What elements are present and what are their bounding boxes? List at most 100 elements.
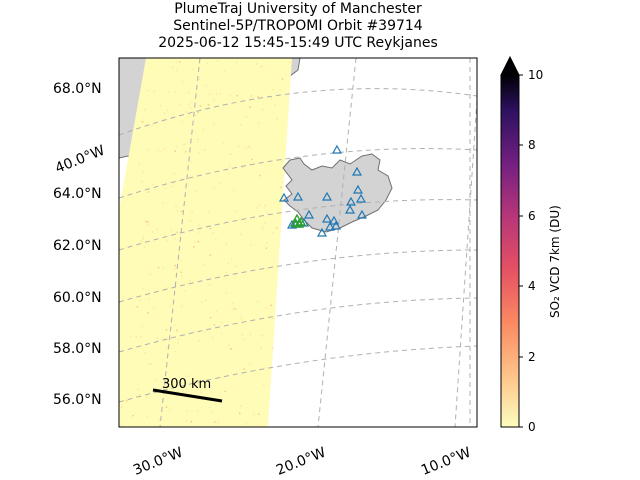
swath-pixel: [170, 229, 172, 232]
swath-pixel: [138, 163, 140, 166]
swath-pixel: [256, 207, 258, 209]
swath-pixel: [253, 413, 255, 415]
swath-pixel: [198, 78, 200, 81]
swath-pixel: [217, 60, 219, 62]
swath-pixel: [195, 190, 198, 192]
swath-pixel: [276, 118, 278, 120]
swath-pixel: [166, 109, 168, 112]
swath-pixel: [190, 420, 193, 423]
swath-pixel: [250, 94, 252, 97]
swath-pixel: [143, 246, 146, 248]
swath-pixel: [189, 280, 191, 282]
swath-pixel: [184, 143, 186, 145]
swath-pixel: [209, 284, 211, 286]
swath-pixel: [200, 301, 203, 303]
active-volcano-marker: [295, 216, 307, 226]
swath-pixel: [142, 236, 145, 238]
swath-pixel: [151, 124, 153, 126]
swath-pixel: [213, 324, 216, 326]
swath-pixel: [243, 338, 245, 341]
swath-pixel: [145, 220, 147, 223]
swath-pixel: [152, 307, 155, 309]
swath-pixel: [204, 388, 206, 391]
colorbar-tick-4: 4: [528, 279, 536, 293]
swath-pixel: [235, 265, 237, 268]
swath-pixel: [167, 91, 169, 93]
swath-pixel: [241, 334, 244, 336]
swath-pixel: [156, 228, 159, 231]
swath-pixel: [206, 62, 208, 65]
swath-pixel: [239, 124, 242, 126]
swath-pixel: [147, 191, 150, 193]
swath-pixel: [261, 65, 263, 68]
swath-pixel: [166, 346, 168, 349]
swath-pixel: [180, 305, 183, 307]
swath-pixel: [264, 222, 266, 224]
swath-pixel: [248, 145, 250, 147]
swath-pixel: [236, 95, 238, 97]
swath-pixel: [157, 266, 160, 269]
satellite-swath: [119, 58, 292, 427]
swath-pixel: [188, 92, 190, 94]
swath-pixel: [139, 336, 142, 338]
swath-pixel: [186, 410, 188, 413]
swath-pixel: [210, 411, 213, 413]
volcano-marker: [321, 213, 333, 223]
swath-pixel: [245, 423, 248, 425]
volcano-marker: [344, 204, 356, 214]
swath-pixel: [175, 205, 177, 207]
swath-pixel: [274, 103, 276, 106]
swath-pixel: [132, 414, 134, 417]
colorbar-tick-10: 10: [528, 68, 544, 82]
swath-pixel: [172, 66, 174, 69]
swath-pixel: [200, 392, 203, 394]
swath-pixel: [249, 106, 251, 108]
swath-pixel: [176, 231, 178, 234]
swath-pixel: [213, 187, 215, 190]
swath-pixel: [259, 204, 261, 207]
swath-pixel: [204, 149, 206, 151]
colorbar: [500, 74, 520, 428]
swath-pixel: [126, 400, 128, 402]
colorbar-tick-marks: [519, 74, 523, 428]
swath-pixel: [215, 93, 218, 96]
swath-pixel: [219, 377, 222, 379]
swath-pixel: [212, 99, 215, 102]
swath-pixel: [264, 204, 266, 207]
swath-pixel: [261, 228, 263, 230]
lat-label-60: 60.0°N: [53, 290, 102, 306]
swath-pixel: [261, 108, 264, 111]
swath-pixel: [174, 150, 176, 152]
swath-pixel: [265, 268, 268, 270]
title-line-1: PlumeTraj University of Manchester: [174, 1, 422, 17]
swath-pixel: [272, 317, 274, 320]
swath-pixel: [225, 292, 228, 294]
swath-pixel: [178, 252, 180, 255]
swath-pixel: [194, 114, 197, 116]
swath-pixel: [260, 334, 262, 336]
swath-pixel: [142, 287, 144, 290]
swath-pixel: [144, 108, 146, 111]
swath-pixel: [154, 379, 157, 381]
swath-pixel: [174, 264, 176, 267]
swath-pixel: [265, 247, 268, 249]
volcano-marker: [321, 191, 333, 201]
swath-pixel: [263, 383, 265, 386]
swath-pixel: [231, 258, 233, 260]
title-line-3: 2025-06-12 15:45-15:49 UTC Reykjanes: [158, 35, 438, 51]
swath-pixel: [257, 122, 260, 124]
swath-pixel: [198, 151, 200, 153]
swath-pixel: [173, 324, 176, 327]
swath-pixel: [142, 238, 144, 240]
swath-pixel: [185, 111, 188, 113]
swath-pixel: [173, 267, 176, 270]
swath-pixel: [169, 305, 171, 307]
swath-pixel: [210, 391, 213, 393]
swath-pixel: [165, 187, 167, 190]
swath-pixel: [185, 419, 188, 422]
swath-pixel: [227, 344, 230, 347]
swath-pixel: [146, 149, 149, 151]
map-frame: [118, 57, 478, 428]
swath-pixel: [198, 231, 200, 233]
swath-pixel: [159, 419, 161, 421]
